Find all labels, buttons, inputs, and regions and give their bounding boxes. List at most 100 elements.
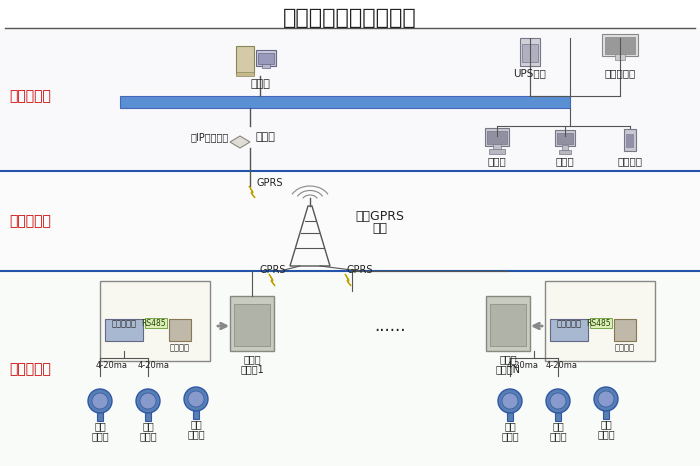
Bar — [486, 296, 530, 351]
Circle shape — [594, 387, 618, 411]
Bar — [169, 319, 191, 341]
Text: 移动GPRS: 移动GPRS — [356, 210, 405, 222]
Bar — [97, 399, 103, 421]
Bar — [262, 64, 270, 68]
Polygon shape — [249, 186, 255, 198]
Text: 仪表箱N: 仪表箱N — [496, 364, 521, 374]
Polygon shape — [230, 136, 250, 148]
Text: RS485: RS485 — [587, 318, 611, 328]
Text: 蒸汽热网远程监控系统: 蒸汽热网远程监控系统 — [283, 8, 417, 28]
Bar — [0, 171, 700, 271]
Text: 流量积算仪: 流量积算仪 — [111, 320, 136, 329]
Text: 温度: 温度 — [552, 421, 564, 431]
Bar — [562, 145, 568, 150]
Text: GPRS: GPRS — [257, 178, 284, 188]
Text: 智能手机: 智能手机 — [617, 156, 643, 166]
Bar — [557, 133, 573, 144]
Bar — [624, 129, 636, 151]
Circle shape — [184, 387, 208, 411]
Polygon shape — [269, 274, 275, 286]
Bar — [0, 28, 700, 171]
Text: （IP、域名）: （IP、域名） — [191, 132, 229, 142]
Bar — [120, 96, 570, 108]
Text: GPRS: GPRS — [260, 265, 286, 275]
Bar — [603, 397, 609, 419]
Text: 变送器: 变送器 — [550, 431, 567, 441]
Text: GPRS: GPRS — [346, 265, 373, 275]
Bar — [555, 130, 575, 146]
Text: RS485: RS485 — [141, 318, 167, 328]
Bar — [236, 72, 254, 76]
Text: 仪表箱1: 仪表箱1 — [240, 364, 264, 374]
Text: 4-20ma: 4-20ma — [138, 362, 170, 370]
Text: 流量: 流量 — [600, 419, 612, 429]
Bar — [493, 144, 501, 150]
Text: 4-20ma: 4-20ma — [507, 362, 539, 370]
Text: 变送器: 变送器 — [139, 431, 157, 441]
Circle shape — [498, 389, 522, 413]
Polygon shape — [345, 274, 351, 286]
Text: 流量积算仪: 流量积算仪 — [556, 320, 582, 329]
Circle shape — [188, 391, 204, 407]
Bar — [487, 131, 507, 144]
Bar — [0, 271, 700, 466]
Bar — [507, 399, 513, 421]
Text: 流量: 流量 — [190, 419, 202, 429]
Text: 变送器: 变送器 — [187, 429, 205, 439]
Bar — [145, 399, 151, 421]
Bar — [590, 318, 612, 328]
Bar — [602, 34, 638, 56]
Text: 不锈钢: 不锈钢 — [243, 354, 261, 364]
Bar — [550, 319, 588, 341]
Text: 工作站: 工作站 — [488, 156, 506, 166]
Text: 4-20ma: 4-20ma — [546, 362, 578, 370]
Bar — [520, 38, 540, 66]
Bar — [614, 319, 636, 341]
Bar — [256, 50, 276, 66]
Bar — [145, 318, 167, 328]
Circle shape — [550, 393, 566, 409]
Circle shape — [140, 393, 156, 409]
Circle shape — [136, 389, 160, 413]
Bar — [258, 53, 274, 64]
Text: ......: ...... — [374, 317, 406, 335]
Bar — [230, 296, 274, 351]
Text: 大屏幕投影: 大屏幕投影 — [604, 68, 636, 78]
Text: 客户端: 客户端 — [556, 156, 575, 166]
Bar — [485, 128, 509, 146]
Bar — [615, 54, 625, 60]
Text: 网络: 网络 — [372, 221, 388, 234]
Bar — [545, 281, 655, 361]
Bar — [605, 37, 635, 54]
Text: 数据采集层: 数据采集层 — [9, 362, 51, 376]
Circle shape — [502, 393, 518, 409]
Bar — [234, 304, 270, 346]
Text: 数据管理层: 数据管理层 — [9, 89, 51, 103]
Text: 数据传输层: 数据传输层 — [9, 214, 51, 228]
Text: 测控终端: 测控终端 — [170, 343, 190, 352]
Text: 服务器: 服务器 — [250, 79, 270, 89]
Bar — [489, 149, 505, 154]
Text: 不锈钢: 不锈钢 — [499, 354, 517, 364]
Bar — [555, 399, 561, 421]
Text: 压力: 压力 — [504, 421, 516, 431]
Text: 压力: 压力 — [94, 421, 106, 431]
Text: 路由器: 路由器 — [255, 132, 275, 142]
Text: 变送器: 变送器 — [597, 429, 615, 439]
Circle shape — [92, 393, 108, 409]
Bar — [193, 397, 199, 419]
Text: 变送器: 变送器 — [91, 431, 108, 441]
Circle shape — [546, 389, 570, 413]
Bar — [522, 44, 538, 62]
Bar — [559, 150, 571, 154]
Bar — [490, 304, 526, 346]
Text: 测控终端: 测控终端 — [615, 343, 635, 352]
Text: 4-20ma: 4-20ma — [96, 362, 128, 370]
Text: 变送器: 变送器 — [501, 431, 519, 441]
Text: 温度: 温度 — [142, 421, 154, 431]
Bar — [105, 319, 143, 341]
Circle shape — [88, 389, 112, 413]
Bar — [100, 281, 210, 361]
Bar — [236, 46, 254, 74]
Bar — [626, 134, 634, 148]
